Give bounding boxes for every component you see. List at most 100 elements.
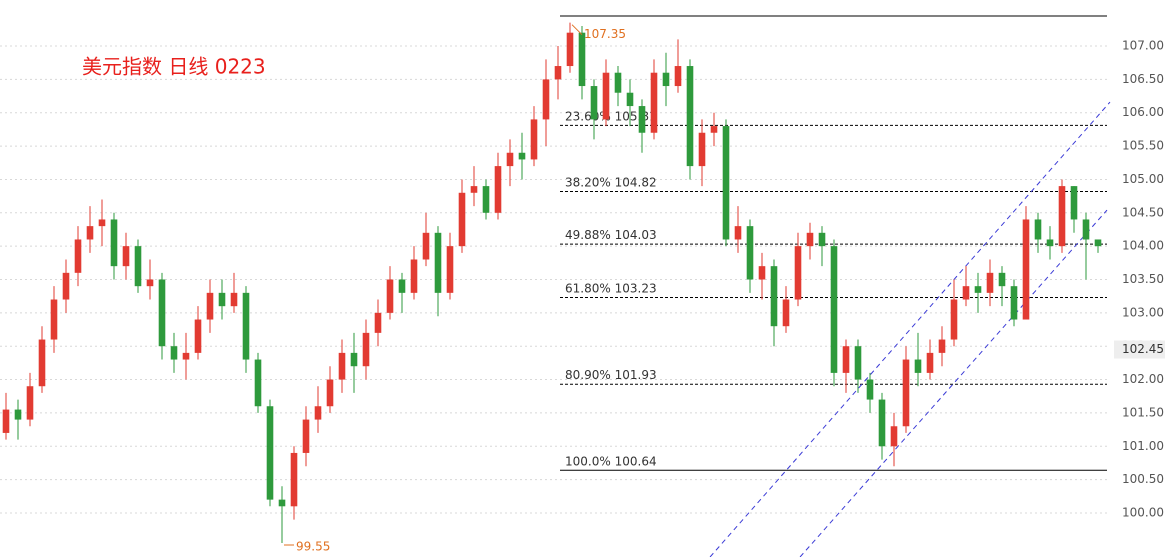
candle-body	[878, 399, 886, 447]
candle-body	[1070, 186, 1078, 220]
candle-body	[50, 299, 58, 340]
fib-ratio: 23.60%	[565, 109, 611, 123]
y-tick-label: 106.50	[1122, 72, 1164, 86]
candle-body	[1010, 286, 1018, 320]
candle-body	[410, 259, 418, 293]
candle-body	[194, 319, 202, 353]
candle-body	[986, 272, 994, 293]
fib-ratio: 61.80%	[565, 281, 611, 295]
fib-ratio: 100.0%	[565, 454, 611, 468]
candle-body	[674, 66, 682, 87]
candle-body	[98, 219, 106, 227]
candle-body	[362, 332, 370, 367]
fib-value: 101.93	[615, 368, 657, 382]
candle-body	[2, 409, 10, 433]
candle-body	[458, 192, 466, 247]
candle-body	[746, 226, 754, 280]
annotation-label: 107.35	[584, 27, 626, 41]
candle-body	[1022, 219, 1030, 320]
fib-label: 38.20% 104.82	[565, 175, 657, 189]
candle-body	[470, 186, 478, 193]
candle-body	[830, 246, 838, 373]
y-tick-label: 105.50	[1122, 139, 1164, 153]
candle-body	[26, 386, 34, 420]
candle-body	[518, 152, 526, 160]
candle-body	[914, 359, 922, 373]
y-tick-label: 100.00	[1122, 505, 1164, 519]
candle-body	[242, 292, 250, 360]
candle-body	[854, 346, 862, 380]
candle-body	[770, 266, 778, 327]
candle-body	[614, 72, 622, 93]
channel-line	[709, 101, 1111, 557]
candle-body	[218, 292, 226, 307]
candle-body	[110, 219, 118, 267]
candle-body	[818, 232, 826, 247]
candle-body	[542, 79, 550, 120]
candle-body	[1046, 239, 1054, 247]
annotation-label: 99.55	[296, 539, 330, 553]
candle-body	[926, 352, 934, 373]
candle-body	[62, 272, 70, 300]
y-tick-label: 103.50	[1122, 272, 1164, 286]
last-price-label: 102.45	[1122, 342, 1164, 356]
candle-body	[578, 32, 586, 87]
candle-body	[74, 239, 82, 273]
chart-title: 美元指数 日线 0223	[82, 55, 266, 79]
candle-body	[158, 279, 166, 347]
fib-value: 104.03	[615, 228, 657, 242]
annotation-arrow	[571, 24, 583, 36]
candle-body	[710, 126, 718, 133]
candle-body	[650, 72, 658, 133]
candle-body	[686, 66, 694, 167]
y-tick-label: 104.00	[1122, 239, 1164, 253]
candle-body	[638, 106, 646, 133]
candle-body	[278, 499, 286, 507]
candle-body	[1034, 219, 1042, 240]
candle-body	[722, 126, 730, 240]
y-tick-label: 102.00	[1122, 372, 1164, 386]
candle-body	[950, 299, 958, 340]
candle-body	[554, 66, 562, 80]
candle-body	[374, 312, 382, 333]
y-tick-label: 100.50	[1122, 472, 1164, 486]
candle-body	[182, 352, 190, 360]
candle-body	[998, 272, 1006, 287]
fib-value: 104.82	[615, 175, 657, 189]
candle-body	[350, 352, 358, 367]
candle-body	[302, 419, 310, 453]
y-tick-label: 101.50	[1122, 405, 1164, 419]
candle-body	[506, 152, 514, 167]
last-price-box	[1114, 340, 1165, 359]
candle-body	[122, 246, 130, 267]
candle-body	[422, 232, 430, 260]
fib-label: 100.0% 100.64	[565, 454, 657, 468]
candle-body	[266, 406, 274, 500]
candle-body	[206, 292, 214, 320]
y-tick-label: 107.00	[1122, 39, 1164, 53]
candle-body	[530, 119, 538, 160]
y-tick-label: 103.00	[1122, 305, 1164, 319]
candle-body	[290, 452, 298, 507]
candle-body	[254, 359, 262, 407]
candle-body	[134, 246, 142, 287]
candle-body	[1094, 239, 1102, 247]
candle-body	[446, 246, 454, 293]
candle-body	[602, 72, 610, 120]
candle-body	[386, 279, 394, 313]
candle-body	[86, 226, 94, 240]
candle-body	[902, 359, 910, 427]
y-tick-label: 106.00	[1122, 105, 1164, 119]
fib-label: 49.88% 104.03	[565, 228, 657, 242]
fib-label: 80.90% 101.93	[565, 368, 657, 382]
fib-label: 61.80% 103.23	[565, 281, 657, 295]
candle-body	[962, 286, 970, 300]
candle-body	[38, 339, 46, 387]
candle-body	[326, 379, 334, 407]
candle-body	[782, 299, 790, 327]
candle-body	[314, 406, 322, 420]
y-tick-label: 105.00	[1122, 172, 1164, 186]
candle-body	[1058, 186, 1066, 247]
candle-body	[566, 32, 574, 67]
